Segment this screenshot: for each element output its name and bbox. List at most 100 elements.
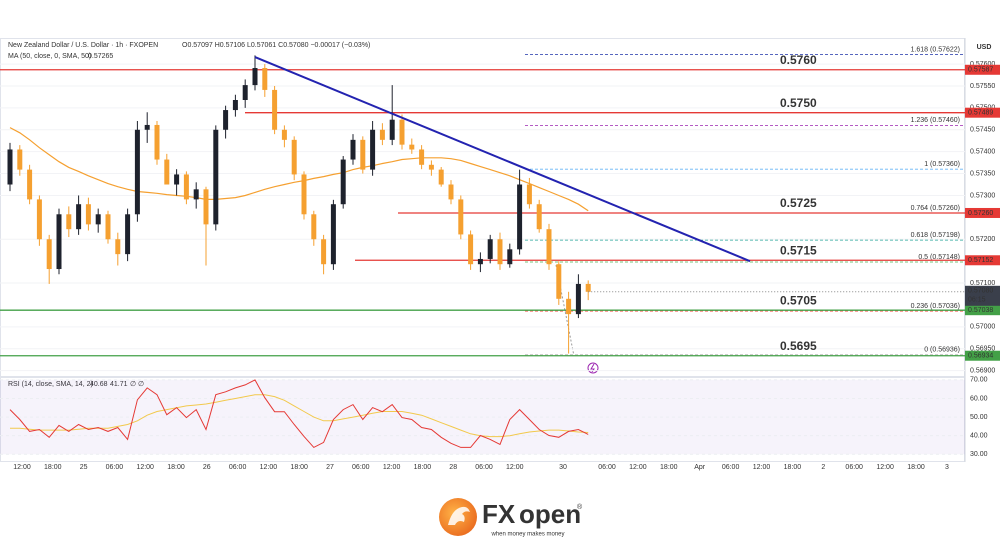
y-tick-label: 0.56950 [970, 346, 995, 353]
rsi-tick-label: 70.00 [970, 377, 988, 384]
candle-body [448, 184, 454, 200]
level-price-label: 0.57260 [968, 210, 993, 217]
y-tick-label: 0.57600 [970, 61, 995, 68]
candle-body [174, 174, 180, 185]
x-tick-label: 12:00 [629, 464, 647, 471]
candle-body [183, 174, 189, 200]
candle-body [477, 258, 483, 265]
x-tick-label: 12:00 [136, 464, 154, 471]
candle-body [360, 139, 366, 170]
candle-body [105, 214, 111, 240]
x-tick-label: 06:00 [352, 464, 370, 471]
y-tick-label: 0.57450 [970, 127, 995, 134]
x-tick-label: 06:00 [229, 464, 247, 471]
logo-registered: ® [577, 503, 583, 511]
candle-body [115, 239, 121, 255]
candle-body [203, 189, 209, 225]
x-tick-label: 18:00 [290, 464, 308, 471]
x-tick-label: Apr [694, 464, 706, 471]
logo-fx: FX [482, 499, 516, 529]
candle-body [389, 119, 395, 140]
x-tick-label: 18:00 [907, 464, 925, 471]
candle-body [370, 129, 376, 170]
candle-body [134, 129, 140, 215]
candle-body [419, 149, 425, 165]
y-tick-label: 0.56900 [970, 367, 995, 374]
x-tick-label: 06:00 [598, 464, 616, 471]
trendline [254, 56, 751, 263]
candle-body [350, 139, 356, 160]
rsi-tick-label: 50.00 [970, 414, 988, 421]
candle-body [76, 204, 82, 230]
x-tick-label: 26 [203, 464, 211, 471]
x-tick-label: 06:00 [475, 464, 493, 471]
level-label: 0.5725 [780, 196, 817, 210]
rsi-tick-label: 40.00 [970, 433, 988, 440]
chart-title: New Zealand Dollar / U.S. Dollar · 1h · … [8, 42, 158, 49]
candle-body [125, 214, 131, 255]
candle-body [164, 159, 170, 185]
candle-body [340, 159, 346, 205]
candle-body [17, 149, 23, 170]
candle-body [232, 99, 238, 111]
x-tick-label: 06:00 [106, 464, 124, 471]
level-label: 0.5715 [780, 243, 817, 257]
candle-body [272, 89, 278, 130]
fib-label: 1.236 (0.57460) [911, 117, 960, 124]
candle-body [85, 204, 91, 225]
candle-body [399, 119, 405, 145]
level-price-label: 0.57152 [968, 257, 993, 264]
rsi-line [9, 379, 589, 449]
level-price-box [965, 207, 1000, 218]
event-icon [587, 362, 599, 374]
candle-body [566, 298, 572, 315]
logo: FX open ® when money makes money [439, 498, 583, 538]
x-tick-label: 12:00 [13, 464, 31, 471]
ma-value: 0.57265 [88, 53, 113, 60]
candle-body [95, 214, 101, 225]
last-price-label: 0.57080 [968, 288, 993, 295]
candle-body [311, 214, 317, 240]
candle-body [575, 283, 581, 315]
candle-body [66, 214, 72, 230]
rsi-label: RSI (14, close, SMA, 14, 2) [8, 381, 93, 388]
x-tick-label: 06:00 [722, 464, 740, 471]
y-tick-label: 0.57100 [970, 280, 995, 287]
countdown: 06:15 [968, 297, 986, 304]
level-price-label: 0.56934 [968, 353, 993, 360]
candle-body [321, 239, 327, 265]
fib-label: 0 (0.56936) [924, 347, 960, 354]
candle-body [213, 129, 219, 225]
candle-body [526, 184, 532, 205]
rsi-tick-label: 30.00 [970, 451, 988, 458]
level-price-box [965, 64, 1000, 75]
candle-body [252, 68, 258, 86]
level-label: 0.5750 [780, 96, 817, 110]
fib-label: 1.618 (0.57622) [911, 46, 960, 53]
rsi-tick-label: 60.00 [970, 395, 988, 402]
candle-body [379, 129, 385, 140]
candle-body [468, 234, 474, 265]
candle-body [458, 199, 464, 235]
level-price-box [965, 350, 1000, 361]
y-tick-label: 0.57350 [970, 170, 995, 177]
candle-body [585, 283, 591, 292]
x-tick-label: 18:00 [44, 464, 62, 471]
x-tick-label: 12:00 [753, 464, 771, 471]
candle-body [46, 239, 52, 270]
rsi-extra: ∅ ∅ [130, 381, 144, 388]
y-tick-label: 0.57550 [970, 83, 995, 90]
ohlc-text: O0.57097 H0.57106 L0.57061 C0.57080 −0.0… [182, 42, 370, 49]
x-tick-label: 12:00 [506, 464, 524, 471]
fib-label: 0.618 (0.57198) [911, 232, 960, 239]
x-tick-label: 18:00 [167, 464, 185, 471]
candle-body [154, 124, 160, 160]
candle-body [517, 184, 523, 250]
candle-body [330, 204, 336, 265]
level-label: 0.5695 [780, 339, 817, 353]
logo-tagline: when money makes money [490, 532, 564, 538]
candle-body [487, 239, 493, 259]
x-tick-label: 25 [80, 464, 88, 471]
